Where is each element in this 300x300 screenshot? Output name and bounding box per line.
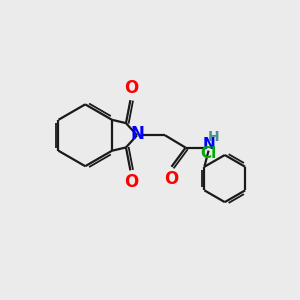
Text: N: N [130,125,144,143]
Text: O: O [164,170,178,188]
Text: O: O [124,173,138,191]
Text: H: H [208,130,220,144]
Text: Cl: Cl [200,146,217,161]
Text: O: O [124,79,138,97]
Text: N: N [202,136,215,152]
